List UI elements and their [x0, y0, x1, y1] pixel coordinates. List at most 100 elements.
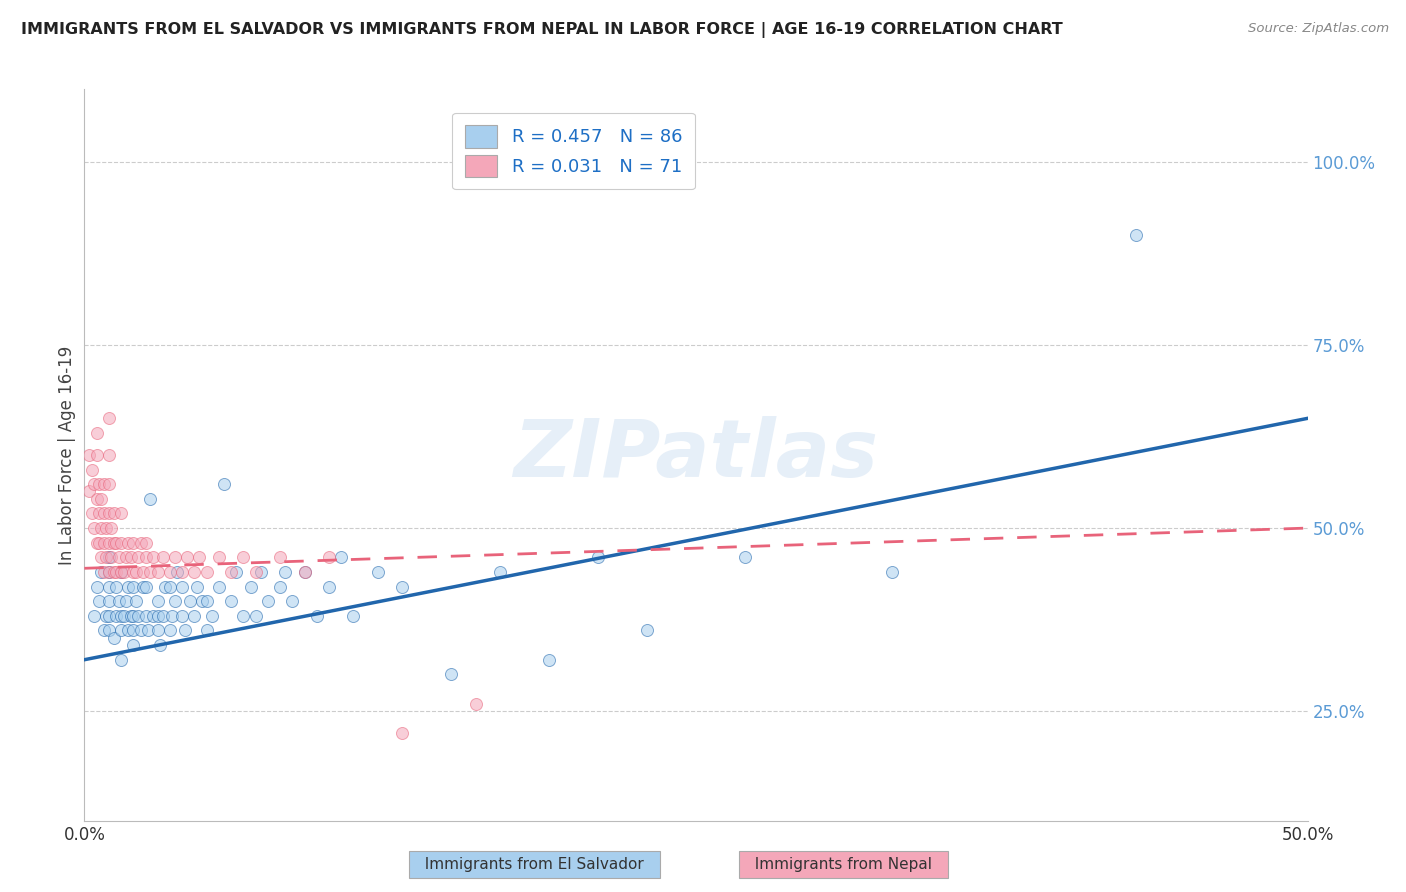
Point — [103, 631, 125, 645]
Point — [464, 697, 486, 711]
Point — [249, 565, 271, 579]
Point — [219, 565, 242, 579]
Point — [96, 521, 118, 535]
Point — [86, 448, 108, 462]
Point — [97, 535, 120, 549]
Point — [90, 491, 112, 506]
Point — [367, 565, 389, 579]
Point — [86, 425, 108, 440]
Point — [179, 594, 201, 608]
Point — [142, 550, 165, 565]
Point — [135, 550, 157, 565]
Point — [489, 565, 512, 579]
Point — [139, 565, 162, 579]
Point — [239, 580, 262, 594]
Point — [115, 594, 138, 608]
Point — [159, 565, 181, 579]
Point — [135, 580, 157, 594]
Point — [97, 565, 120, 579]
Point — [97, 448, 120, 462]
Point — [93, 507, 115, 521]
Point — [122, 638, 145, 652]
Point — [294, 565, 316, 579]
Point — [97, 608, 120, 623]
Point — [96, 550, 118, 565]
Point — [122, 624, 145, 638]
Point — [212, 477, 235, 491]
Point — [122, 535, 145, 549]
Point — [93, 535, 115, 549]
Point — [112, 565, 135, 579]
Point — [97, 477, 120, 491]
Point — [87, 535, 110, 549]
Point — [342, 608, 364, 623]
Point — [135, 608, 157, 623]
Point — [80, 462, 103, 476]
Point — [105, 535, 128, 549]
Point — [183, 565, 205, 579]
Point — [195, 594, 218, 608]
Legend: R = 0.457   N = 86, R = 0.031   N = 71: R = 0.457 N = 86, R = 0.031 N = 71 — [453, 113, 695, 189]
Point — [132, 565, 155, 579]
Point — [112, 608, 135, 623]
Point — [146, 594, 169, 608]
Point — [103, 507, 125, 521]
Point — [120, 550, 142, 565]
Point — [172, 580, 194, 594]
Point — [120, 608, 142, 623]
Point — [274, 565, 297, 579]
Point — [97, 550, 120, 565]
Point — [105, 580, 128, 594]
Point — [195, 624, 218, 638]
Point — [139, 491, 162, 506]
Point — [77, 448, 100, 462]
Point — [87, 477, 110, 491]
Point — [208, 550, 231, 565]
Point — [93, 477, 115, 491]
Point — [110, 608, 132, 623]
Point — [538, 653, 561, 667]
Point — [166, 565, 188, 579]
Point — [440, 667, 463, 681]
Point — [188, 550, 211, 565]
Point — [107, 594, 129, 608]
Point — [110, 624, 132, 638]
Point — [232, 608, 254, 623]
Point — [110, 653, 132, 667]
Point — [183, 608, 205, 623]
Point — [149, 638, 172, 652]
Point — [159, 580, 181, 594]
Point — [172, 608, 194, 623]
Text: Immigrants from Nepal: Immigrants from Nepal — [745, 857, 942, 872]
Point — [200, 608, 222, 623]
Point — [103, 535, 125, 549]
Point — [97, 507, 120, 521]
Point — [245, 608, 267, 623]
Point — [245, 565, 267, 579]
Point — [96, 608, 118, 623]
Point — [129, 624, 152, 638]
Point — [122, 608, 145, 623]
Point — [225, 565, 247, 579]
Point — [105, 608, 128, 623]
Point — [232, 550, 254, 565]
Point — [163, 550, 186, 565]
Point — [269, 550, 291, 565]
Point — [734, 550, 756, 565]
Point — [129, 535, 152, 549]
Point — [142, 608, 165, 623]
Point — [105, 565, 128, 579]
Point — [281, 594, 304, 608]
Point — [1125, 228, 1147, 243]
Text: IMMIGRANTS FROM EL SALVADOR VS IMMIGRANTS FROM NEPAL IN LABOR FORCE | AGE 16-19 : IMMIGRANTS FROM EL SALVADOR VS IMMIGRANT… — [21, 22, 1063, 38]
Point — [107, 550, 129, 565]
Point — [122, 580, 145, 594]
Point — [318, 550, 340, 565]
Point — [83, 521, 105, 535]
Point — [86, 535, 108, 549]
Point — [636, 624, 658, 638]
Point — [173, 624, 195, 638]
Text: Immigrants from El Salvador: Immigrants from El Salvador — [415, 857, 654, 872]
Point — [93, 624, 115, 638]
Point — [97, 565, 120, 579]
